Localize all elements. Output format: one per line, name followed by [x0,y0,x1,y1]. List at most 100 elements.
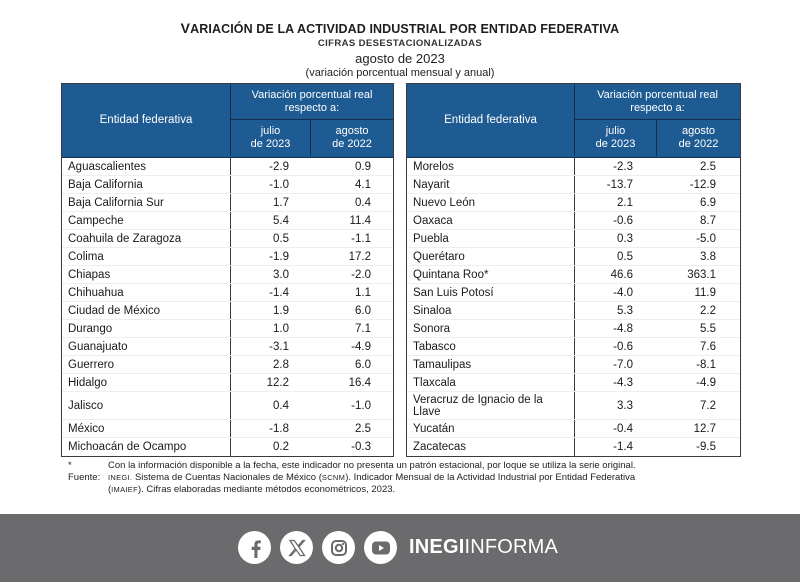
table-row: Aguascalientes -2.9 0.9 [62,158,393,176]
table-row: Nuevo León 2.1 6.9 [407,194,740,212]
value-jul: 3.0 [273,268,289,281]
value-jul: 1.9 [273,304,289,317]
table-row: Sinaloa 5.3 2.2 [407,302,740,320]
value-ago: 11.4 [349,214,371,227]
source-inegi: INEGI. [108,473,133,482]
value-jul: -2.9 [269,160,289,173]
col-entity-header: Entidad federativa [62,84,231,156]
youtube-icon[interactable] [364,531,397,564]
entity-name: Baja California Sur [62,194,231,211]
table-header: Entidad federativa Variación porcentual … [407,84,740,158]
facebook-icon[interactable] [238,531,271,564]
instagram-icon[interactable] [322,531,355,564]
value-jul: -4.8 [613,322,633,335]
value-ago: 0.9 [355,160,371,173]
value-ago: 6.0 [355,304,371,317]
table-row: Baja California -1.0 4.1 [62,176,393,194]
table-header: Entidad federativa Variación porcentual … [62,84,393,158]
value-jul: 0.2 [273,441,289,453]
table-row: Veracruz de Ignacio de la Llave 3.3 7.2 [407,392,740,420]
entity-name: Chiapas [62,266,231,283]
value-jul: -1.8 [269,422,289,435]
value-jul: 1.0 [273,322,289,335]
col-jul-header: julio de 2023 [231,120,311,156]
value-jul: 5.3 [617,304,633,317]
value-ago: -9.5 [696,441,716,453]
value-ago: 7.1 [355,322,371,335]
table-row: Coahuila de Zaragoza 0.5 -1.1 [62,230,393,248]
entity-name: Quintana Roo* [407,266,575,283]
value-jul: -13.7 [606,178,633,191]
table-row: Tlaxcala -4.3 -4.9 [407,374,740,392]
col-group-line2: respecto a: [630,101,685,114]
value-ago: -5.0 [696,232,716,245]
entity-name: Coahuila de Zaragoza [62,230,231,247]
value-jul: 0.4 [273,399,289,412]
entity-name: Michoacán de Ocampo [62,438,231,456]
entity-name: Veracruz de Ignacio de la Llave [407,392,575,419]
x-twitter-icon[interactable] [280,531,313,564]
table-row: Baja California Sur 1.7 0.4 [62,194,393,212]
value-ago: -0.3 [351,441,371,453]
col-group-line1: Variación porcentual real [597,88,718,101]
col-ago-line2: de 2022 [678,138,719,150]
value-ago: 16.4 [348,376,371,389]
value-ago: 7.6 [700,340,716,353]
footer-band [0,514,800,582]
value-jul: 1.7 [273,196,289,209]
value-ago: 1.1 [355,286,371,299]
table-body: Aguascalientes -2.9 0.9 Baja California -1.… [62,158,393,456]
table-row: Morelos -2.3 2.5 [407,158,740,176]
entity-name: Morelos [407,158,575,175]
table-body: Morelos -2.3 2.5 Nayarit -13.7 -12.9 Nuevo L… [407,158,740,456]
table-row: Jalisco 0.4 -1.0 [62,392,393,420]
table-row: Campeche 5.4 11.4 [62,212,393,230]
col-ago-header: agosto de 2022 [657,120,740,156]
source-text3: ). Cifras elaboradas mediante métodos ec… [137,484,396,495]
value-ago: 4.1 [355,178,371,191]
col-jul-line2: de 2023 [250,138,291,150]
value-jul: -1.0 [269,178,289,191]
value-jul: 46.6 [610,268,633,281]
value-ago: 12.7 [693,422,716,435]
value-ago: -2.0 [351,268,371,281]
entity-name: Baja California [62,176,231,193]
value-jul: 2.8 [273,358,289,371]
table-row: San Luis Potosí -4.0 11.9 [407,284,740,302]
footnote-asterisk: * Con la información disponible a la fec… [68,460,748,472]
table-row: Oaxaca -0.6 8.7 [407,212,740,230]
entity-name: Hidalgo [62,374,231,391]
col-jul-line1: julio [605,125,626,137]
value-ago: 17.2 [348,250,371,263]
col-ago-line1: agosto [335,125,369,137]
value-ago: 7.2 [700,399,716,412]
source-text2: ). Indicador Mensual de la Actividad Ind… [345,472,636,483]
value-jul: -3.1 [269,340,289,353]
entity-name: Yucatán [407,420,575,437]
entity-name: Guerrero [62,356,231,373]
brand-light: INFORMA [464,536,559,558]
table-row: Guanajuato -3.1 -4.9 [62,338,393,356]
value-ago: 363.1 [687,268,716,281]
value-ago: 11.9 [694,286,716,299]
page-subtitle: CIFRAS DESESTACIONALIZADAS [317,38,483,49]
entity-name: Aguascalientes [62,158,231,175]
footnotes: * Con la información disponible a la fec… [68,460,748,496]
value-jul: 0.5 [273,232,289,245]
value-jul: 0.3 [617,232,633,245]
table-row: Ciudad de México 1.9 6.0 [62,302,393,320]
table-row: Chihuahua -1.4 1.1 [62,284,393,302]
period-label: agosto de 2023 [355,51,445,66]
table-row: Yucatán -0.4 12.7 [407,420,740,438]
entity-name: Chihuahua [62,284,231,301]
value-jul: -1.4 [613,441,633,453]
footnote-mark: * [68,460,72,471]
value-jul: -0.6 [613,214,633,227]
table-row: Tabasco -0.6 7.6 [407,338,740,356]
brand-logo: INEGIINFORMA [409,536,558,559]
value-ago: 2.5 [355,422,371,435]
entity-name: Sonora [407,320,575,337]
col-group-header: Variación porcentual real respecto a: [575,84,740,120]
value-jul: -2.3 [613,160,633,173]
col-group-header: Variación porcentual real respecto a: [231,84,393,120]
